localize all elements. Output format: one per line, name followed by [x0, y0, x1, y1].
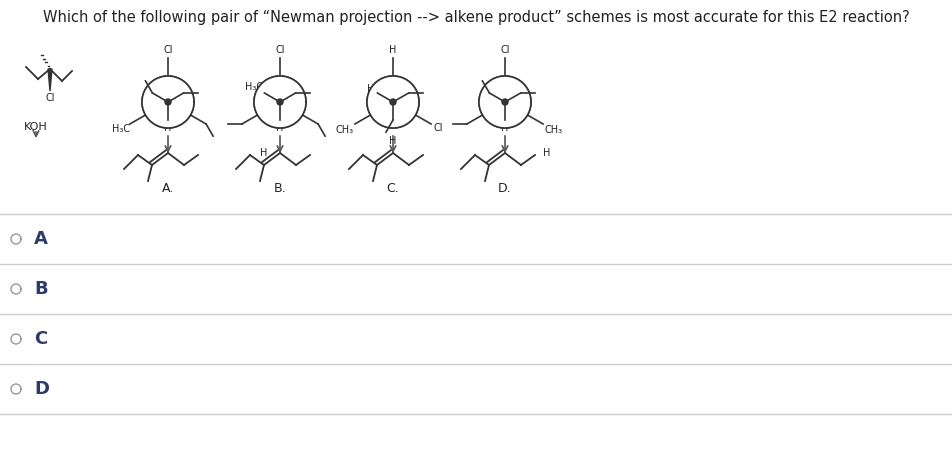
- Text: Cl: Cl: [163, 45, 172, 55]
- Circle shape: [390, 99, 396, 105]
- Text: C.: C.: [387, 182, 400, 195]
- Text: H: H: [367, 84, 374, 94]
- Polygon shape: [48, 69, 52, 91]
- Text: Which of the following pair of “Newman projection --> alkene product” schemes is: Which of the following pair of “Newman p…: [43, 10, 909, 25]
- Text: Cl: Cl: [275, 45, 285, 55]
- Text: H: H: [260, 148, 268, 158]
- Text: H: H: [544, 148, 550, 158]
- Text: D.: D.: [498, 182, 512, 195]
- Circle shape: [502, 99, 508, 105]
- Polygon shape: [254, 76, 306, 127]
- Text: H₃C: H₃C: [245, 82, 263, 92]
- Text: KOH: KOH: [24, 122, 48, 132]
- Text: D: D: [34, 380, 49, 398]
- Polygon shape: [143, 76, 193, 127]
- Text: H: H: [165, 123, 171, 133]
- Text: Cl: Cl: [46, 93, 55, 103]
- Text: CH₃: CH₃: [545, 125, 563, 135]
- Text: B: B: [34, 280, 48, 298]
- Text: H: H: [389, 45, 397, 55]
- Text: Cl: Cl: [500, 45, 509, 55]
- Text: CH₃: CH₃: [335, 125, 353, 135]
- Text: A.: A.: [162, 182, 174, 195]
- Circle shape: [277, 99, 283, 105]
- Text: Cl: Cl: [433, 123, 443, 133]
- Text: H: H: [502, 123, 508, 133]
- Text: B.: B.: [273, 182, 287, 195]
- Polygon shape: [480, 76, 530, 127]
- Text: H: H: [276, 123, 284, 133]
- Polygon shape: [367, 76, 419, 127]
- Text: H₃C: H₃C: [112, 124, 130, 134]
- Text: A: A: [34, 230, 48, 248]
- Circle shape: [165, 99, 171, 105]
- Text: H: H: [389, 136, 397, 146]
- Text: C: C: [34, 330, 48, 348]
